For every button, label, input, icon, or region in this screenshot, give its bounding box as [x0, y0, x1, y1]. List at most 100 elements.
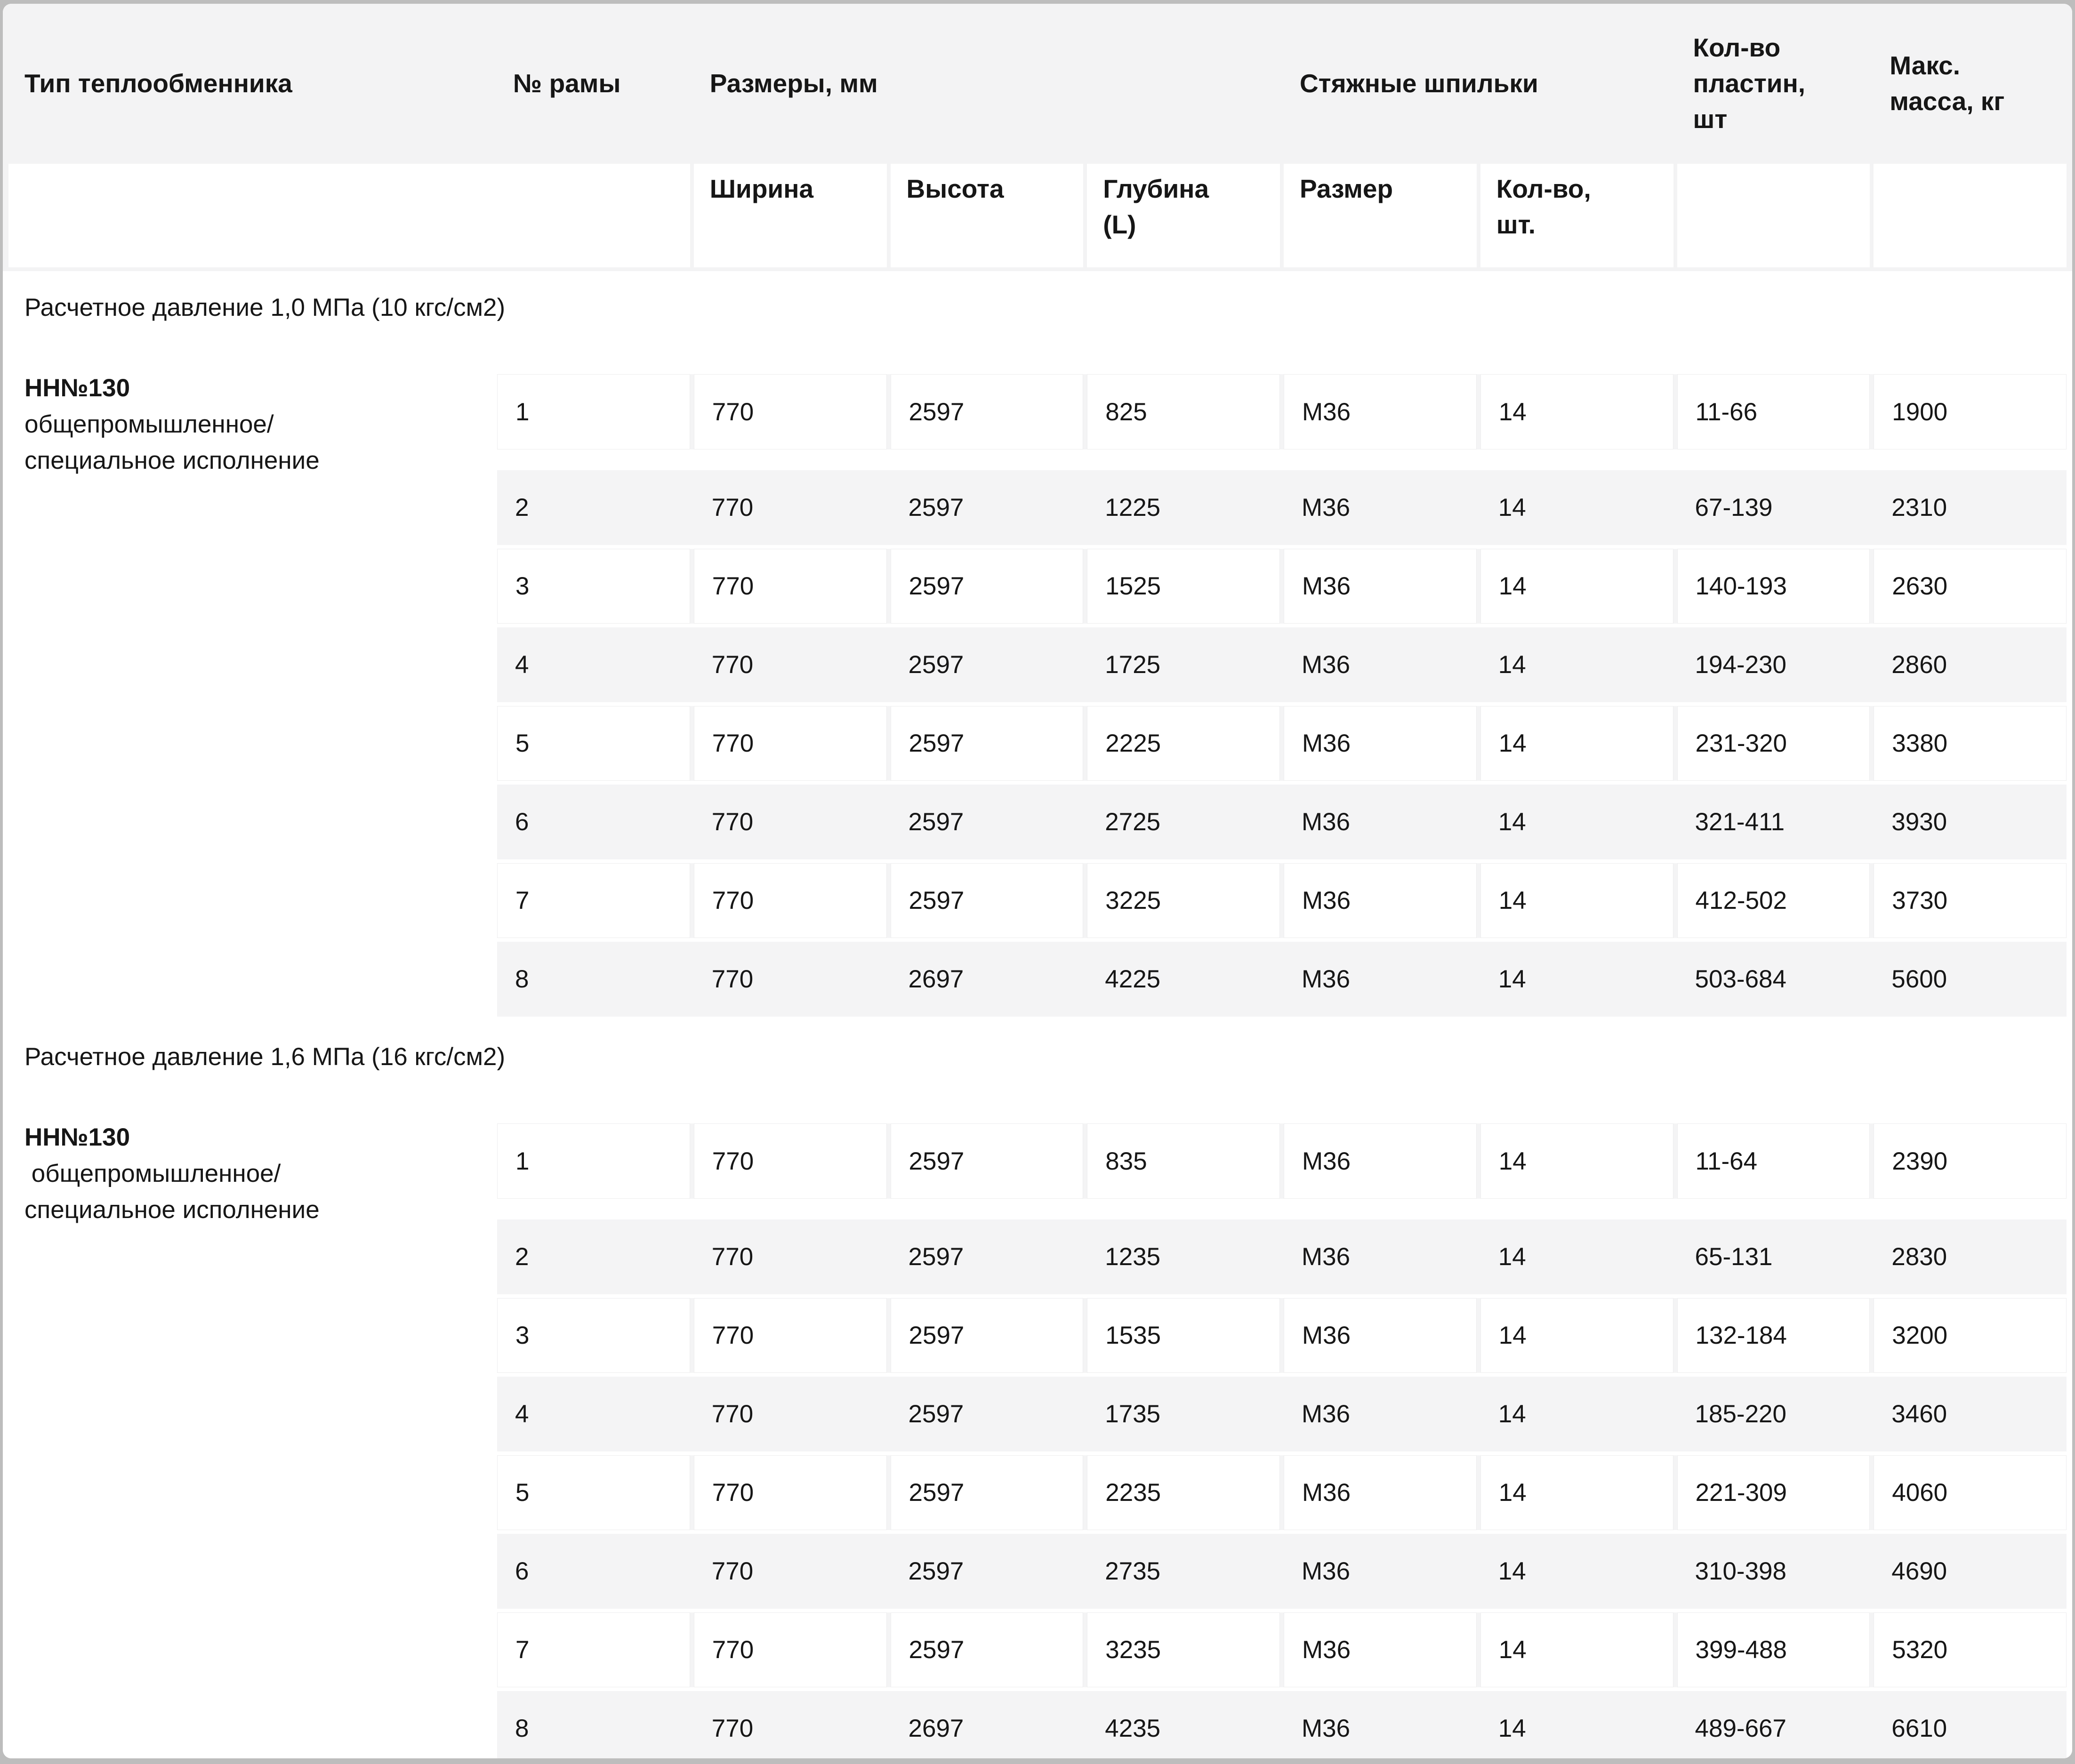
table-cell: 14 [1498, 1715, 1526, 1742]
table-cell: 231-320 [1677, 706, 1870, 781]
section-title-pressure-1-0: Расчетное давление 1,0 МПа (10 кгс/см2) [3, 271, 2072, 344]
table-cell: 6 [515, 808, 529, 836]
table-cell: 770 [711, 1400, 754, 1428]
table-cell: 11-64 [1677, 1123, 1870, 1199]
subheader-stud-size: Размер [1284, 164, 1477, 267]
subheader-empty-plates [1677, 164, 1870, 267]
table-row: 6 770 2597 2725 М36 14 321-411 3930 [497, 785, 2067, 859]
table-cell: 5 [497, 1455, 690, 1530]
table-cell: 2597 [890, 1298, 1084, 1373]
table-cell: 1725 [1105, 651, 1161, 679]
table-cell: 185-220 [1695, 1400, 1787, 1428]
table-cell: 770 [711, 494, 754, 521]
table-cell: 2597 [908, 651, 964, 679]
table-cell: М36 [1284, 549, 1477, 624]
table-cell: 6 [515, 1557, 529, 1585]
table-cell: 14 [1480, 863, 1673, 938]
table-header: Тип теплообменника № рамы Размеры, мм Ст… [3, 4, 2072, 271]
table-cell: 3225 [1087, 863, 1280, 938]
table-cell: 14 [1498, 965, 1526, 993]
table-cell: 2725 [1105, 808, 1161, 836]
table-cell: М36 [1284, 1612, 1477, 1687]
table-cell: 2 [515, 1243, 529, 1271]
table-cell: 8 [515, 965, 529, 993]
table-cell: 4060 [1874, 1455, 2067, 1530]
table-cell: 2597 [890, 1455, 1084, 1530]
table-cell: М36 [1284, 863, 1477, 938]
table-cell: 2860 [1891, 651, 1947, 679]
exchanger-type-description: общепромышленное/ специальное исполнение [24, 1159, 320, 1224]
table-cell: 770 [693, 706, 887, 781]
table-cell: М36 [1284, 1123, 1477, 1199]
subheader-width: Ширина [693, 164, 887, 267]
table-cell: 14 [1498, 1557, 1526, 1585]
subheader-empty-mass [1874, 164, 2067, 267]
table-cell: 412-502 [1677, 863, 1870, 938]
table-cell: 3 [497, 549, 690, 624]
table-row: 5 770 2597 2235 М36 14 221-309 4060 [497, 1455, 2067, 1530]
table-cell: М36 [1302, 494, 1351, 521]
table-cell: 11-66 [1677, 374, 1870, 449]
table-row: 3 770 2597 1535 М36 14 132-184 3200 [497, 1298, 2067, 1373]
table-cell: 140-193 [1677, 549, 1870, 624]
exchanger-type-name: НН№130 [24, 374, 130, 402]
column-header-tie-studs: Стяжные шпильки [1300, 69, 1538, 98]
subheader-stud-qty: Кол-во, шт. [1480, 164, 1673, 267]
table-cell: 770 [711, 651, 754, 679]
table-cell: М36 [1302, 1557, 1351, 1585]
table-cell: 6610 [1891, 1715, 1947, 1742]
section-title-pressure-1-6: Расчетное давление 1,6 МПа (16 кгс/см2) [3, 1020, 2072, 1093]
table-cell: 5 [497, 706, 690, 781]
table-cell: 132-184 [1677, 1298, 1870, 1373]
table-row: 8 770 2697 4225 М36 14 503-684 5600 [497, 942, 2067, 1017]
table-cell: 3 [497, 1298, 690, 1373]
table-cell: 2 [515, 494, 529, 521]
table-cell: 14 [1498, 808, 1526, 836]
table-cell: 770 [711, 965, 754, 993]
table-cell: 4 [515, 1400, 529, 1428]
table-row: 4 770 2597 1735 М36 14 185-220 3460 [497, 1377, 2067, 1451]
table-cell: 65-131 [1695, 1243, 1773, 1271]
table-row: 6 770 2597 2735 М36 14 310-398 4690 [497, 1534, 2067, 1609]
table-cell: 2697 [908, 965, 964, 993]
table-cell: 2597 [890, 1612, 1084, 1687]
table-cell: 2597 [890, 374, 1084, 449]
exchanger-type-cell: НН№130 общепромышленное/ специальное исп… [8, 1097, 493, 1758]
header-row-sub: Ширина Высота Глубина (L) Размер Кол-во,… [8, 164, 2067, 267]
data-block-2: НН№130 общепромышленное/ специальное исп… [3, 1093, 2072, 1758]
table-cell: 1900 [1874, 374, 2067, 449]
table-cell: М36 [1302, 651, 1351, 679]
table-cell: 1235 [1105, 1243, 1161, 1271]
table-cell: 835 [1087, 1123, 1280, 1199]
table-row: 1 770 2597 835 М36 14 11-64 2390 [497, 1123, 2067, 1199]
table-cell: 2597 [890, 1123, 1084, 1199]
table-row: 7 770 2597 3225 М36 14 412-502 3730 [497, 863, 2067, 938]
table-cell: 14 [1480, 1612, 1673, 1687]
table-cell: 14 [1498, 1243, 1526, 1271]
table-row: 4 770 2597 1725 М36 14 194-230 2860 [497, 627, 2067, 702]
table-cell: 770 [711, 808, 754, 836]
table-cell: 14 [1498, 494, 1526, 521]
table-cell: М36 [1284, 1298, 1477, 1373]
table-cell: 399-488 [1677, 1612, 1870, 1687]
column-header-type: Тип теплообменника [24, 69, 292, 98]
table-cell: 2235 [1087, 1455, 1280, 1530]
table-cell: 770 [711, 1243, 754, 1271]
table-cell: 4690 [1891, 1557, 1947, 1585]
table-cell: 2597 [908, 1400, 964, 1428]
data-rows: 1 770 2597 825 М36 14 11-66 1900 2 770 2… [497, 348, 2067, 1017]
table-cell: 7 [497, 863, 690, 938]
table-cell: 2597 [908, 494, 964, 521]
table-cell: 2597 [908, 808, 964, 836]
table-cell: 3235 [1087, 1612, 1280, 1687]
table-cell: М36 [1284, 706, 1477, 781]
table-cell: М36 [1302, 1243, 1351, 1271]
exchanger-type-description: общепромышленное/ специальное исполнение [24, 410, 320, 474]
table-cell: 8 [515, 1715, 529, 1742]
table-cell: 5320 [1874, 1612, 2067, 1687]
table-cell: М36 [1302, 808, 1351, 836]
table-row: 2 770 2597 1225 М36 14 67-139 2310 [497, 470, 2067, 545]
table-cell: 2225 [1087, 706, 1280, 781]
table-cell: 503-684 [1695, 965, 1787, 993]
